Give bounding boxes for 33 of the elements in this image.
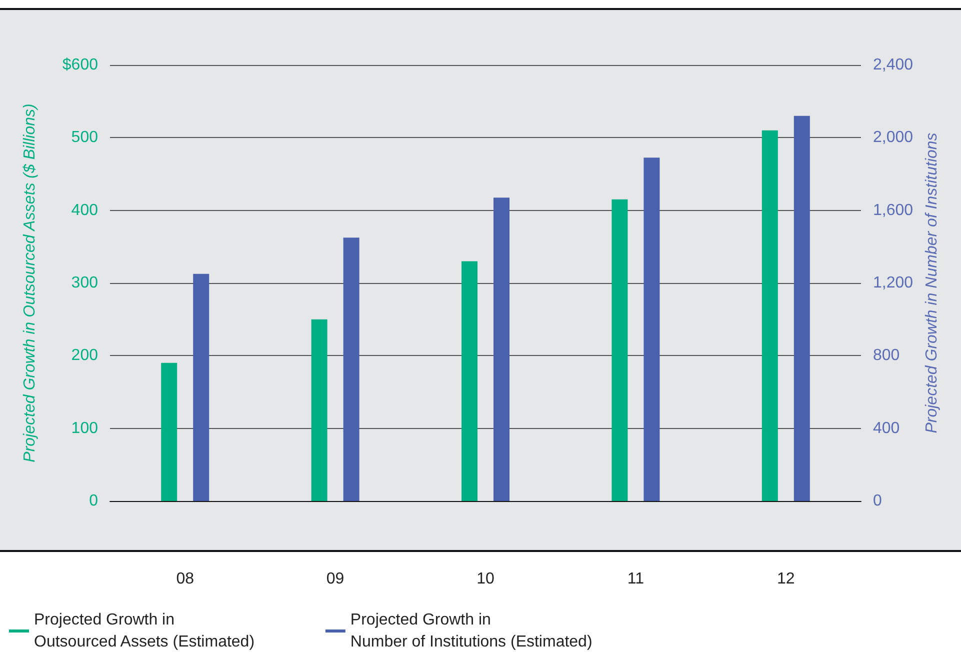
- y2-tick-label: 1,200: [873, 274, 914, 292]
- y2-tick-label: 0: [873, 492, 882, 510]
- bar: [161, 362, 178, 501]
- y2-tick-label: 2,400: [873, 56, 914, 74]
- x-tick-label: 12: [777, 570, 795, 588]
- bar: [794, 116, 810, 501]
- x-tick-label: 08: [176, 570, 194, 588]
- x-tick-label: 11: [627, 570, 644, 588]
- bar: [193, 274, 210, 501]
- bar: [644, 158, 660, 501]
- y-tick-label: 100: [71, 420, 98, 437]
- legend-label: Projected Growth in Outsourced Assets (Estimated): [34, 612, 255, 650]
- bar: [762, 130, 778, 501]
- y-tick-label: 0: [89, 492, 98, 510]
- bar: [343, 238, 360, 501]
- y-tick-label: 400: [71, 202, 98, 219]
- x-tick-label: 10: [476, 570, 494, 588]
- y-tick-label: 200: [71, 347, 98, 364]
- legend-label: Projected Growth in Number of Institutions (Estimated): [350, 612, 592, 650]
- bar: [311, 319, 328, 501]
- y2-axis-title: Projected Growth in Number of Institutions: [923, 132, 940, 434]
- y2-tick-label: 800: [873, 347, 900, 364]
- bar: [612, 199, 628, 501]
- x-tick-label: 09: [326, 570, 344, 588]
- y-axis-title: Projected Growth in Outsourced Assets ($ Billions): [22, 104, 38, 462]
- bar: [494, 198, 510, 501]
- bar: [462, 261, 478, 501]
- y2-tick-label: 2,000: [873, 129, 914, 146]
- y2-tick-label: 1,600: [873, 202, 914, 219]
- y2-tick-label: 400: [873, 420, 900, 437]
- y-tick-label: 300: [71, 274, 98, 292]
- y-tick-label: 500: [71, 129, 98, 146]
- y-tick-label: $600: [62, 56, 98, 74]
